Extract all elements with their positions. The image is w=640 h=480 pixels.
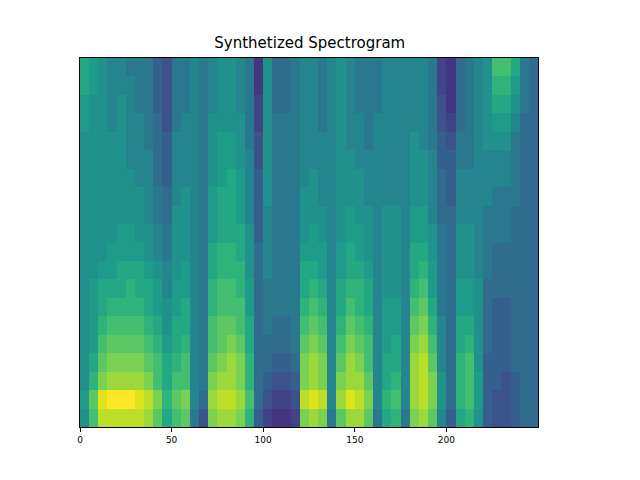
svg-text:100: 100 bbox=[255, 435, 272, 445]
svg-text:50: 50 bbox=[166, 435, 178, 445]
svg-text:150: 150 bbox=[346, 435, 363, 445]
svg-text:Synthetized Spectrogram: Synthetized Spectrogram bbox=[214, 34, 405, 52]
svg-text:200: 200 bbox=[438, 435, 455, 445]
svg-text:0: 0 bbox=[77, 435, 83, 445]
